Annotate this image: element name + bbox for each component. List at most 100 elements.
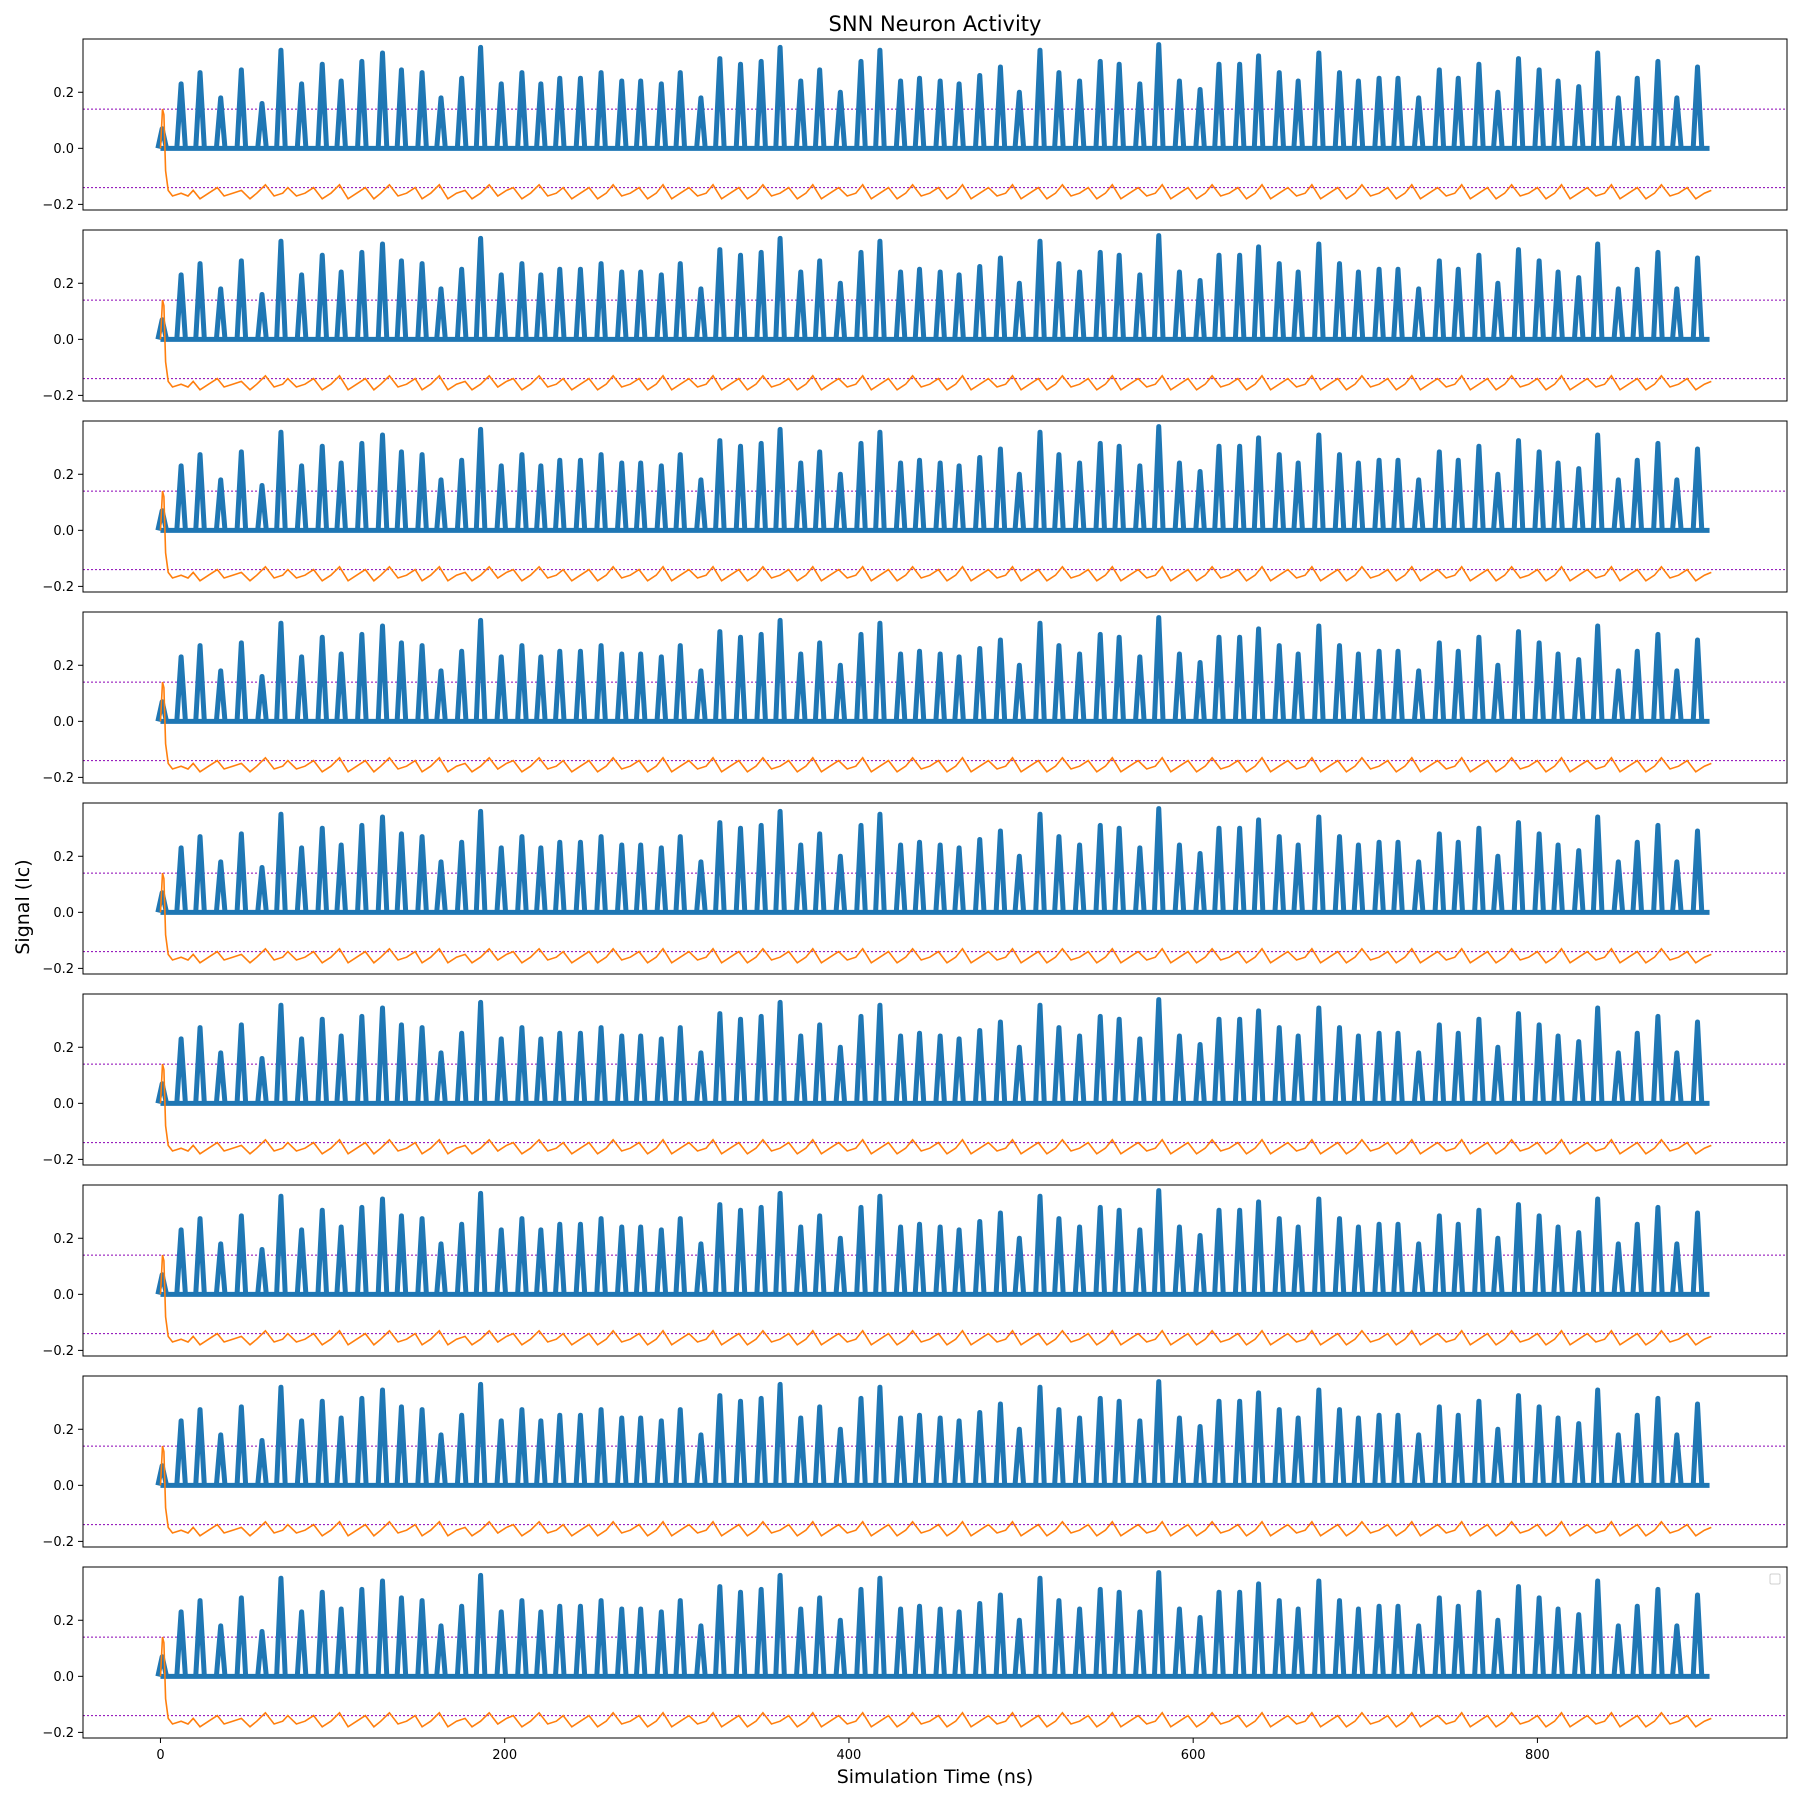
spike-peak-14	[415, 1407, 429, 1486]
spike-peak-49	[1112, 825, 1126, 913]
spike-peak-26	[654, 1609, 669, 1677]
y-tick-label: 0.0	[53, 142, 74, 157]
spike-peak-27	[673, 261, 688, 340]
spike-peak-32	[773, 999, 787, 1104]
spike-peak-78	[1690, 64, 1705, 149]
spike-peak-18	[494, 654, 509, 722]
spike-peak-26	[654, 1036, 669, 1104]
spike-peak-23	[594, 1216, 608, 1295]
membrane-trace	[159, 108, 1712, 200]
spike-peak-26	[654, 81, 669, 149]
spike-peak-2	[174, 81, 188, 149]
spike-peak-8	[294, 1609, 309, 1677]
spike-peak-34	[812, 258, 827, 340]
spike-peak-2	[174, 1609, 188, 1677]
spike-peak-29	[713, 56, 727, 149]
spike-peak-58	[1291, 1033, 1305, 1104]
spike-peak-26	[654, 463, 669, 531]
spike-peak-49	[1112, 61, 1126, 149]
spike-peak-13	[394, 1213, 409, 1295]
spike-peak-6	[255, 1055, 269, 1104]
spike-peak-50	[1133, 1227, 1147, 1295]
spike-peak-68	[1491, 1235, 1505, 1295]
spike-peak-55	[1232, 1016, 1247, 1104]
spike-peak-55	[1232, 1589, 1247, 1677]
spike-peak-13	[394, 1595, 409, 1677]
spike-peak-64	[1411, 1050, 1426, 1104]
spike-peak-25	[633, 651, 648, 722]
spike-peak-47	[1072, 269, 1087, 340]
spike-peak-75	[1630, 457, 1645, 531]
panel-plot-area	[83, 424, 1787, 582]
spike-peak-59	[1312, 1196, 1326, 1295]
panel-5: −0.2 0.0 0.2	[42, 802, 1788, 977]
spike-peak-77	[1670, 1623, 1684, 1677]
spike-peak-28	[694, 286, 708, 340]
spike-peak-4	[213, 477, 228, 531]
spike-peak-46	[1052, 261, 1066, 340]
spike-peak-58	[1291, 651, 1305, 722]
spike-peak-69	[1511, 247, 1526, 340]
spike-peak-64	[1411, 859, 1426, 913]
spike-peak-59	[1312, 1387, 1326, 1486]
spike-peak-57	[1272, 452, 1287, 531]
spike-peak-5	[234, 1022, 249, 1104]
spike-peak-65	[1432, 1595, 1447, 1677]
panel-frame	[82, 420, 1788, 593]
spike-peak-17	[473, 1381, 488, 1486]
spike-peak-74	[1611, 1623, 1626, 1677]
spike-peak-47	[1072, 1606, 1087, 1677]
spike-peak-57	[1272, 643, 1287, 722]
spike-peak-39	[912, 266, 927, 340]
spike-peak-4	[213, 286, 228, 340]
spike-peak-40	[933, 1415, 947, 1486]
spike-peak-66	[1451, 1412, 1466, 1486]
spike-peak-32	[773, 426, 787, 531]
spike-peak-66	[1451, 1603, 1466, 1677]
spike-peak-10	[334, 460, 348, 531]
spike-peak-69	[1511, 1011, 1526, 1104]
spike-peak-18	[494, 1418, 509, 1486]
spike-peak-60	[1332, 1216, 1347, 1295]
spike-peak-60	[1332, 452, 1347, 531]
spike-peak-36	[854, 1395, 868, 1486]
spike-peak-16	[454, 1603, 469, 1677]
spike-peak-38	[893, 460, 908, 531]
spike-peak-39	[912, 457, 927, 531]
spike-peak-20	[534, 1418, 548, 1486]
spike-peak-16	[454, 839, 469, 913]
spike-peak-3	[193, 1598, 207, 1677]
spike-peak-28	[694, 859, 708, 913]
spike-peak-31	[754, 1204, 768, 1295]
spike-peak-13	[394, 449, 409, 531]
spike-peak-70	[1532, 1595, 1546, 1677]
spike-peak-62	[1372, 839, 1386, 913]
spike-peak-6	[255, 1246, 269, 1295]
spike-peak-56	[1251, 1008, 1266, 1104]
spike-peak-62	[1372, 266, 1386, 340]
spike-peak-11	[355, 1395, 369, 1486]
spike-peak-45	[1033, 47, 1047, 149]
spike-peak-10	[334, 1415, 348, 1486]
spike-peak-14	[415, 1025, 429, 1104]
spike-peak-62	[1372, 648, 1386, 722]
spike-peak-3	[193, 643, 207, 722]
spike-peak-49	[1112, 1016, 1126, 1104]
panel-plot-area	[83, 1379, 1787, 1537]
spike-peak-7	[274, 1193, 288, 1295]
spike-peak-42	[972, 1027, 987, 1104]
spike-peak-76	[1651, 1395, 1665, 1486]
spike-peak-38	[893, 1415, 908, 1486]
spike-peak-58	[1291, 78, 1305, 149]
spike-peak-46	[1052, 1216, 1066, 1295]
spike-peak-30	[733, 1398, 748, 1486]
spike-peak-65	[1432, 449, 1447, 531]
spike-peak-69	[1511, 820, 1526, 913]
spike-peak-72	[1571, 275, 1586, 340]
spike-peak-72	[1571, 466, 1586, 531]
spike-peak-75	[1630, 75, 1645, 149]
spike-peak-24	[614, 1606, 629, 1677]
spike-peak-9	[315, 1398, 330, 1486]
spike-peak-72	[1571, 848, 1586, 913]
spike-peak-31	[754, 440, 768, 531]
